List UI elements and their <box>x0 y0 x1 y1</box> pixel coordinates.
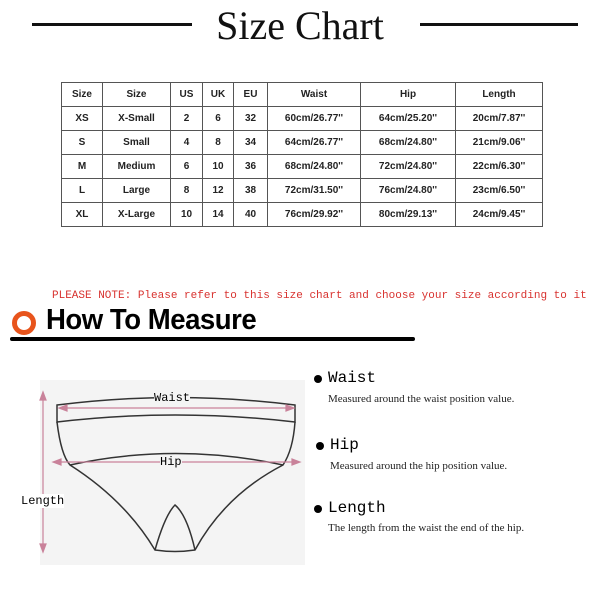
garment-diagram <box>39 380 305 565</box>
measure-waist-desc: Measured around the waist position value… <box>328 393 515 405</box>
bullet-icon <box>316 442 324 450</box>
bullet-icon <box>314 505 322 513</box>
bullet-icon <box>314 375 322 383</box>
table-row: S Small 4 8 34 64cm/26.77'' 68cm/24.80'' 21cm/9… <box>61 130 543 155</box>
table-cell: 80cm/29.13'' <box>360 202 456 227</box>
table-cell: 10 <box>202 154 234 179</box>
table-cell: 10 <box>170 202 203 227</box>
table-cell: 64cm/25.20'' <box>360 106 456 131</box>
size-note: PLEASE NOTE: Please refer to this size c… <box>52 290 587 302</box>
diagram-length-label: Length <box>21 494 65 508</box>
size-table: Size Size US UK EU Waist Hip Length XS X-Small 2 6 3… <box>61 82 543 227</box>
table-cell: Size <box>102 82 171 107</box>
measure-hip-desc: Measured around the hip position value. <box>330 460 508 472</box>
diagram-hip-label: Hip <box>160 455 182 469</box>
table-cell: 68cm/24.80'' <box>360 130 456 155</box>
table-cell: 36 <box>233 154 268 179</box>
table-cell: XL <box>61 202 103 227</box>
diagram-background <box>40 380 305 565</box>
table-cell: 6 <box>170 154 203 179</box>
diagram-waist-label: Waist <box>154 391 191 405</box>
table-cell: 24cm/9.45'' <box>455 202 543 227</box>
table-cell: 8 <box>202 130 234 155</box>
table-cell: X-Large <box>102 202 171 227</box>
table-cell: 72cm/31.50'' <box>267 178 361 203</box>
table-cell: 2 <box>170 106 203 131</box>
table-cell: 60cm/26.77'' <box>267 106 361 131</box>
measure-hip-title: Hip <box>330 436 359 454</box>
table-cell: L <box>61 178 103 203</box>
table-cell: 22cm/6.30'' <box>455 154 543 179</box>
table-cell: UK <box>202 82 234 107</box>
table-cell: Hip <box>360 82 456 107</box>
table-cell: 76cm/29.92'' <box>267 202 361 227</box>
table-cell: 40 <box>233 202 268 227</box>
table-cell: Length <box>455 82 543 107</box>
table-cell: X-Small <box>102 106 171 131</box>
measure-waist-title: Waist <box>328 369 377 387</box>
table-cell: Large <box>102 178 171 203</box>
table-cell: 4 <box>170 130 203 155</box>
measure-length-desc: The length from the waist the end of the… <box>328 522 525 534</box>
table-cell: 72cm/24.80'' <box>360 154 456 179</box>
table-cell: 21cm/9.06'' <box>455 130 543 155</box>
table-cell: 12 <box>202 178 234 203</box>
table-row: M Medium 6 10 36 68cm/24.80'' 72cm/24.80'' 22cm… <box>61 154 543 179</box>
table-cell: 38 <box>233 178 268 203</box>
table-cell: Waist <box>267 82 361 107</box>
table-cell: 32 <box>233 106 268 131</box>
table-cell: 20cm/7.87'' <box>455 106 543 131</box>
page-title: Size Chart <box>216 3 384 48</box>
crotch <box>154 503 196 551</box>
table-cell: Size <box>61 82 103 107</box>
garment-body <box>56 421 296 553</box>
table-cell: 76cm/24.80'' <box>360 178 456 203</box>
title-divider-right <box>420 23 578 26</box>
table-cell: 64cm/26.77'' <box>267 130 361 155</box>
table-cell: EU <box>233 82 268 107</box>
table-cell: XS <box>61 106 103 131</box>
table-cell: 23cm/6.50'' <box>455 178 543 203</box>
table-header-row: Size Size US UK EU Waist Hip Length <box>61 82 543 107</box>
title-divider-left <box>32 23 192 26</box>
table-cell: Medium <box>102 154 171 179</box>
table-cell: Small <box>102 130 171 155</box>
table-cell: US <box>170 82 203 107</box>
hip-line <box>69 452 284 466</box>
section-heading: How To Measure <box>46 304 257 336</box>
measure-length-title: Length <box>328 499 386 517</box>
table-row: XL X-Large 10 14 40 76cm/29.92'' 80cm/29.13'' 2… <box>61 202 543 227</box>
table-cell: S <box>61 130 103 155</box>
table-cell: 14 <box>202 202 234 227</box>
table-cell: 8 <box>170 178 203 203</box>
table-cell: 6 <box>202 106 234 131</box>
circle-bullet-icon <box>12 311 36 335</box>
table-cell: 68cm/24.80'' <box>267 154 361 179</box>
table-row: L Large 8 12 38 72cm/31.50'' 76cm/24.80'' 23cm/… <box>61 178 543 203</box>
table-row: XS X-Small 2 6 32 60cm/26.77'' 64cm/25.20'' 20c… <box>61 106 543 131</box>
heading-underline <box>10 337 415 341</box>
table-cell: M <box>61 154 103 179</box>
table-cell: 34 <box>233 130 268 155</box>
